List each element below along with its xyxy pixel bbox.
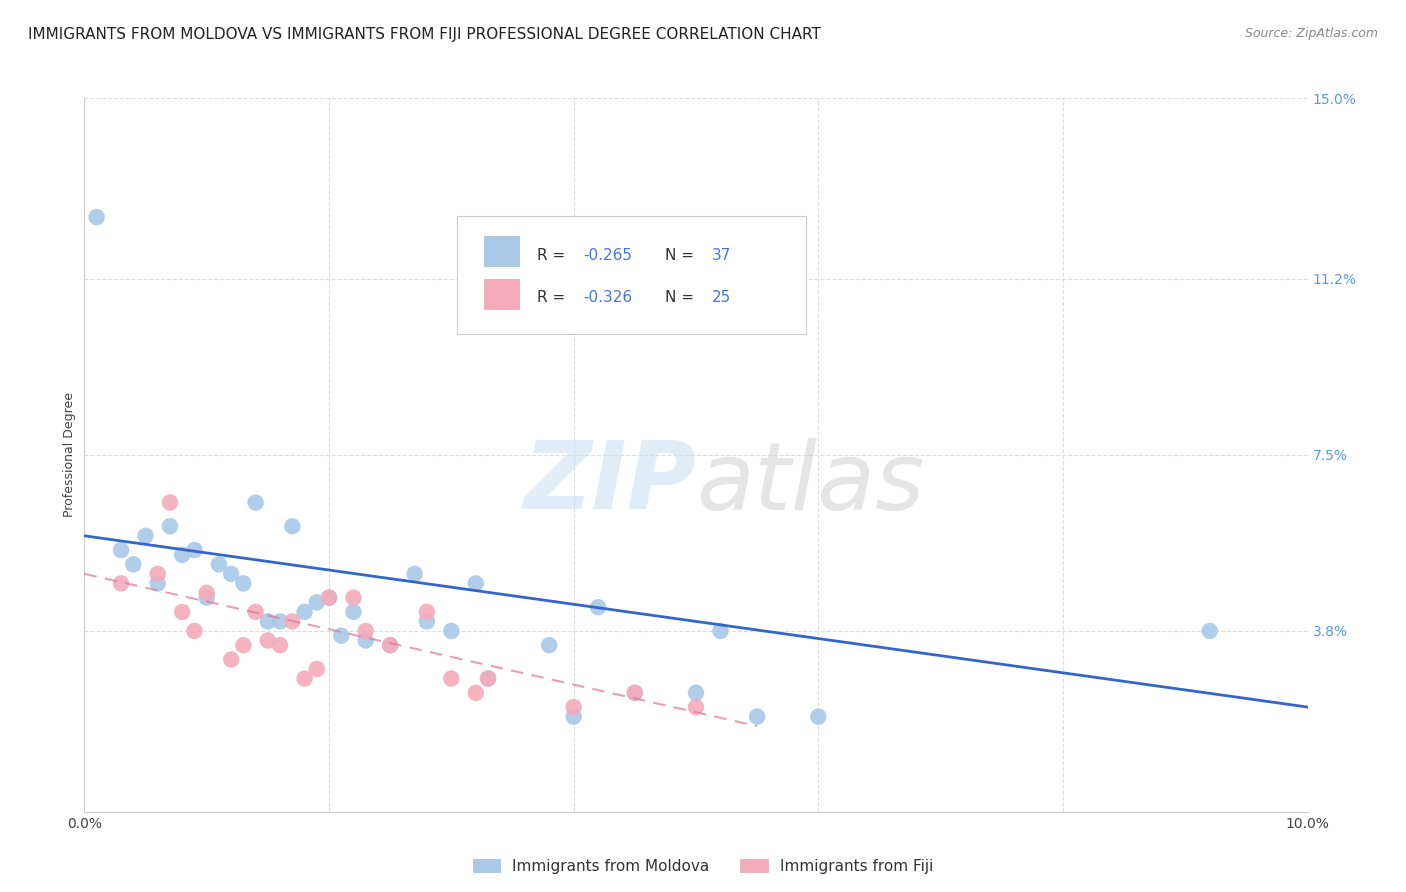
Point: [305, 595, 328, 609]
Legend: Immigrants from Moldova, Immigrants from Fiji: Immigrants from Moldova, Immigrants from…: [467, 853, 939, 880]
Point: [685, 700, 707, 714]
Point: [562, 700, 585, 714]
Text: IMMIGRANTS FROM MOLDOVA VS IMMIGRANTS FROM FIJI PROFESSIONAL DEGREE CORRELATION : IMMIGRANTS FROM MOLDOVA VS IMMIGRANTS FR…: [28, 27, 821, 42]
Point: [232, 638, 254, 652]
Text: -0.265: -0.265: [583, 248, 633, 262]
Point: [342, 591, 364, 605]
Text: -0.326: -0.326: [583, 291, 633, 305]
Point: [477, 672, 499, 686]
Point: [464, 576, 486, 591]
Point: [380, 638, 402, 652]
Point: [440, 672, 463, 686]
Point: [195, 591, 218, 605]
Point: [257, 615, 280, 629]
Point: [159, 495, 181, 509]
Point: [747, 709, 769, 723]
Point: [807, 709, 830, 723]
Point: [354, 633, 377, 648]
Point: [709, 624, 731, 638]
Point: [232, 576, 254, 591]
Point: [110, 576, 132, 591]
Bar: [484, 278, 519, 309]
Point: [586, 600, 609, 615]
Point: [122, 558, 145, 572]
Point: [294, 672, 316, 686]
Text: Source: ZipAtlas.com: Source: ZipAtlas.com: [1244, 27, 1378, 40]
Point: [464, 686, 486, 700]
Text: N =: N =: [665, 291, 699, 305]
Point: [110, 543, 132, 558]
Point: [538, 638, 561, 652]
Point: [208, 558, 231, 572]
Point: [318, 591, 340, 605]
Point: [245, 495, 267, 509]
Point: [245, 605, 267, 619]
Point: [172, 605, 194, 619]
Point: [183, 624, 205, 638]
Point: [624, 686, 647, 700]
Point: [305, 662, 328, 676]
Point: [146, 566, 169, 581]
Point: [416, 615, 439, 629]
Text: R =: R =: [537, 248, 569, 262]
Point: [416, 605, 439, 619]
Point: [195, 586, 218, 600]
Point: [219, 652, 242, 666]
Point: [354, 624, 377, 638]
Point: [86, 210, 108, 224]
Point: [562, 709, 585, 723]
Point: [269, 615, 291, 629]
Point: [281, 519, 304, 533]
Point: [269, 638, 291, 652]
Point: [219, 566, 242, 581]
Point: [146, 576, 169, 591]
Point: [685, 686, 707, 700]
Point: [440, 624, 463, 638]
Point: [281, 615, 304, 629]
Bar: [484, 235, 519, 266]
Point: [404, 566, 426, 581]
Point: [342, 605, 364, 619]
Point: [183, 543, 205, 558]
Point: [1198, 624, 1220, 638]
Point: [172, 548, 194, 562]
Y-axis label: Professional Degree: Professional Degree: [63, 392, 76, 517]
Point: [135, 529, 157, 543]
Text: ZIP: ZIP: [523, 437, 696, 530]
FancyBboxPatch shape: [457, 216, 806, 334]
Text: R =: R =: [537, 291, 569, 305]
Point: [477, 672, 499, 686]
Point: [380, 638, 402, 652]
Point: [257, 633, 280, 648]
Point: [294, 605, 316, 619]
Text: 37: 37: [711, 248, 731, 262]
Text: 25: 25: [711, 291, 731, 305]
Point: [318, 591, 340, 605]
Text: N =: N =: [665, 248, 699, 262]
Point: [330, 629, 353, 643]
Point: [624, 686, 647, 700]
Point: [159, 519, 181, 533]
Text: atlas: atlas: [696, 438, 924, 529]
